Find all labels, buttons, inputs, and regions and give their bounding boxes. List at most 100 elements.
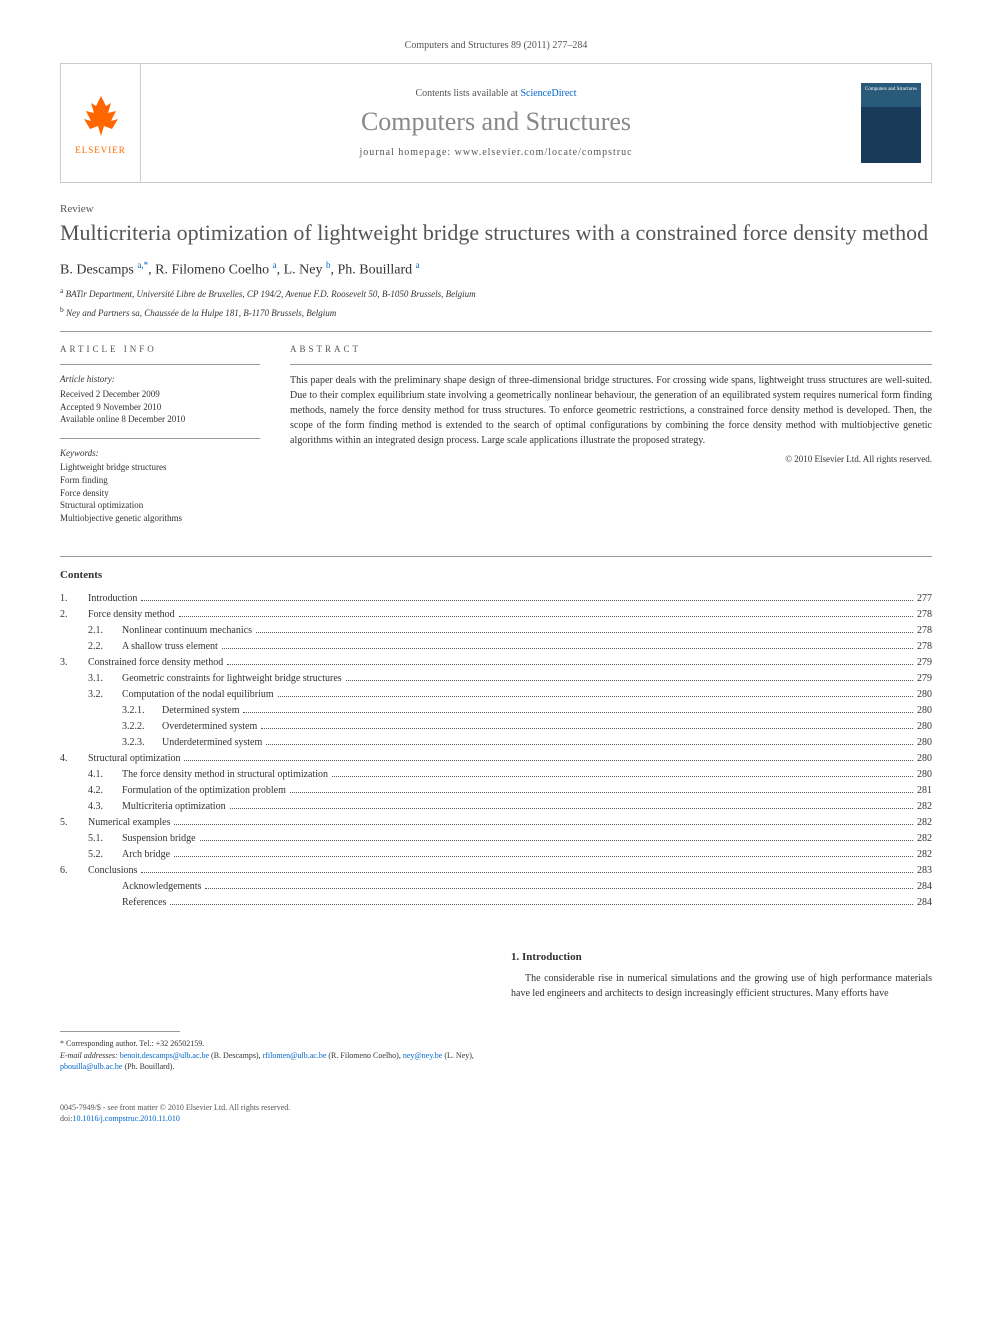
email-link[interactable]: ney@ney.be — [403, 1051, 443, 1060]
homepage-url: www.elsevier.com/locate/compstruc — [455, 147, 633, 158]
toc-number: 4.1. — [88, 767, 122, 783]
email-owner: (B. Descamps), — [209, 1051, 263, 1060]
toc-item[interactable]: 3.1.Geometric constraints for lightweigh… — [60, 671, 932, 687]
toc-label: Determined system — [162, 703, 239, 719]
article-type: Review — [60, 203, 932, 215]
toc-number: 2.2. — [88, 639, 122, 655]
toc-number: 3.2.3. — [122, 735, 162, 751]
toc-number: 3. — [60, 655, 88, 671]
toc-item[interactable]: 2.2.A shallow truss element278 — [60, 639, 932, 655]
sciencedirect-link[interactable]: ScienceDirect — [520, 88, 576, 99]
toc-item[interactable]: 3.Constrained force density method279 — [60, 655, 932, 671]
toc-item[interactable]: 6.Conclusions283 — [60, 863, 932, 879]
abstract-heading: ABSTRACT — [290, 344, 932, 354]
toc-item[interactable]: 4.2.Formulation of the optimization prob… — [60, 783, 932, 799]
toc-item[interactable]: 3.2.Computation of the nodal equilibrium… — [60, 687, 932, 703]
toc-item[interactable]: 1.Introduction277 — [60, 591, 932, 607]
toc-item[interactable]: 5.2.Arch bridge282 — [60, 847, 932, 863]
toc-page: 278 — [917, 607, 932, 623]
toc-label: The force density method in structural o… — [122, 767, 328, 783]
article-title: Multicriteria optimization of lightweigh… — [60, 219, 932, 248]
rule — [60, 364, 260, 365]
toc-item[interactable]: References284 — [60, 895, 932, 911]
email-link[interactable]: pbouilla@ulb.ac.be — [60, 1062, 122, 1071]
toc-dots — [170, 904, 913, 905]
homepage-prefix: journal homepage: — [359, 147, 454, 158]
toc-page: 284 — [917, 879, 932, 895]
rule — [60, 438, 260, 439]
journal-cover[interactable]: Computers and Structures — [851, 64, 931, 182]
toc-dots — [184, 760, 913, 761]
history-item: Available online 8 December 2010 — [60, 413, 260, 426]
two-column-body: * Corresponding author. Tel.: +32 265021… — [60, 951, 932, 1072]
email-label: E-mail addresses: — [60, 1051, 118, 1060]
toc-page: 279 — [917, 671, 932, 687]
left-column: * Corresponding author. Tel.: +32 265021… — [60, 951, 481, 1072]
page: Computers and Structures 89 (2011) 277–2… — [0, 0, 992, 1164]
toc-item[interactable]: 5.Numerical examples 282 — [60, 815, 932, 831]
toc-item[interactable]: Acknowledgements 284 — [60, 879, 932, 895]
toc-page: 279 — [917, 655, 932, 671]
publisher-logo[interactable]: ELSEVIER — [61, 64, 141, 182]
toc-label: Numerical examples — [88, 815, 170, 831]
abstract: ABSTRACT This paper deals with the preli… — [290, 344, 932, 536]
toc-page: 280 — [917, 687, 932, 703]
email-owner: (L. Ney), — [442, 1051, 474, 1060]
abstract-text: This paper deals with the preliminary sh… — [290, 373, 932, 448]
toc-number: 1. — [60, 591, 88, 607]
toc-item[interactable]: 4.Structural optimization280 — [60, 751, 932, 767]
toc-label: Underdetermined system — [162, 735, 262, 751]
toc-item[interactable]: 2.Force density method 278 — [60, 607, 932, 623]
toc-number: 2.1. — [88, 623, 122, 639]
toc-item[interactable]: 5.1.Suspension bridge282 — [60, 831, 932, 847]
history-item: Accepted 9 November 2010 — [60, 401, 260, 414]
toc-item[interactable]: 3.2.2.Overdetermined system280 — [60, 719, 932, 735]
toc-item[interactable]: 2.1.Nonlinear continuum mechanics 278 — [60, 623, 932, 639]
toc-page: 282 — [917, 815, 932, 831]
history-label: Article history: — [60, 373, 260, 386]
toc-page: 280 — [917, 703, 932, 719]
contents-available: Contents lists available at ScienceDirec… — [415, 88, 576, 99]
toc-page: 278 — [917, 623, 932, 639]
toc-page: 280 — [917, 719, 932, 735]
toc-label: Introduction — [88, 591, 137, 607]
toc-number: 2. — [60, 607, 88, 623]
keywords-label: Keywords: — [60, 447, 260, 460]
toc-page: 281 — [917, 783, 932, 799]
rule — [290, 364, 932, 365]
toc-number: 5.2. — [88, 847, 122, 863]
toc-dots — [205, 888, 913, 889]
toc-label: Overdetermined system — [162, 719, 257, 735]
toc-item[interactable]: 4.1.The force density method in structur… — [60, 767, 932, 783]
toc-item[interactable]: 4.3.Multicriteria optimization282 — [60, 799, 932, 815]
abstract-copyright: © 2010 Elsevier Ltd. All rights reserved… — [290, 454, 932, 464]
authors: B. Descamps a,*, R. Filomeno Coelho a, L… — [60, 260, 932, 279]
toc-label: Arch bridge — [122, 847, 170, 863]
toc-label: Force density method — [88, 607, 175, 623]
intro-text: The considerable rise in numerical simul… — [511, 971, 932, 1001]
footer: 0045-7949/$ - see front matter © 2010 El… — [60, 1102, 932, 1124]
toc-item[interactable]: 3.2.3.Underdetermined system 280 — [60, 735, 932, 751]
toc-page: 280 — [917, 735, 932, 751]
toc-label: Nonlinear continuum mechanics — [122, 623, 252, 639]
email-link[interactable]: benoit.descamps@ulb.ac.be — [120, 1051, 209, 1060]
toc-label: Acknowledgements — [122, 879, 201, 895]
toc-dots — [179, 616, 913, 617]
toc-number: 5. — [60, 815, 88, 831]
article-info: ARTICLE INFO Article history: Received 2… — [60, 344, 260, 536]
contents-prefix: Contents lists available at — [415, 88, 520, 99]
toc-number: 3.2.1. — [122, 703, 162, 719]
keyword: Force density — [60, 487, 260, 500]
publisher-name: ELSEVIER — [75, 145, 126, 155]
toc-label: Computation of the nodal equilibrium — [122, 687, 274, 703]
toc-number: 4. — [60, 751, 88, 767]
email-link[interactable]: rfilomen@ulb.ac.be — [263, 1051, 327, 1060]
journal-header: ELSEVIER Contents lists available at Sci… — [60, 63, 932, 183]
doi-link[interactable]: 10.1016/j.compstruc.2010.11.010 — [72, 1114, 179, 1123]
info-abstract-row: ARTICLE INFO Article history: Received 2… — [60, 344, 932, 536]
toc-dots — [230, 808, 913, 809]
rule — [60, 556, 932, 557]
toc-number: 6. — [60, 863, 88, 879]
keyword: Lightweight bridge structures — [60, 461, 260, 474]
toc-item[interactable]: 3.2.1.Determined system 280 — [60, 703, 932, 719]
